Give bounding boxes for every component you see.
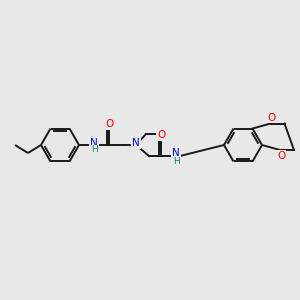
- Text: O: O: [157, 130, 165, 140]
- Text: O: O: [277, 151, 285, 161]
- Text: N: N: [172, 148, 180, 158]
- Text: H: H: [91, 146, 98, 154]
- Text: O: O: [105, 119, 113, 129]
- Text: H: H: [172, 157, 179, 166]
- Text: N: N: [90, 137, 98, 148]
- Text: O: O: [267, 112, 276, 122]
- Text: N: N: [132, 138, 140, 148]
